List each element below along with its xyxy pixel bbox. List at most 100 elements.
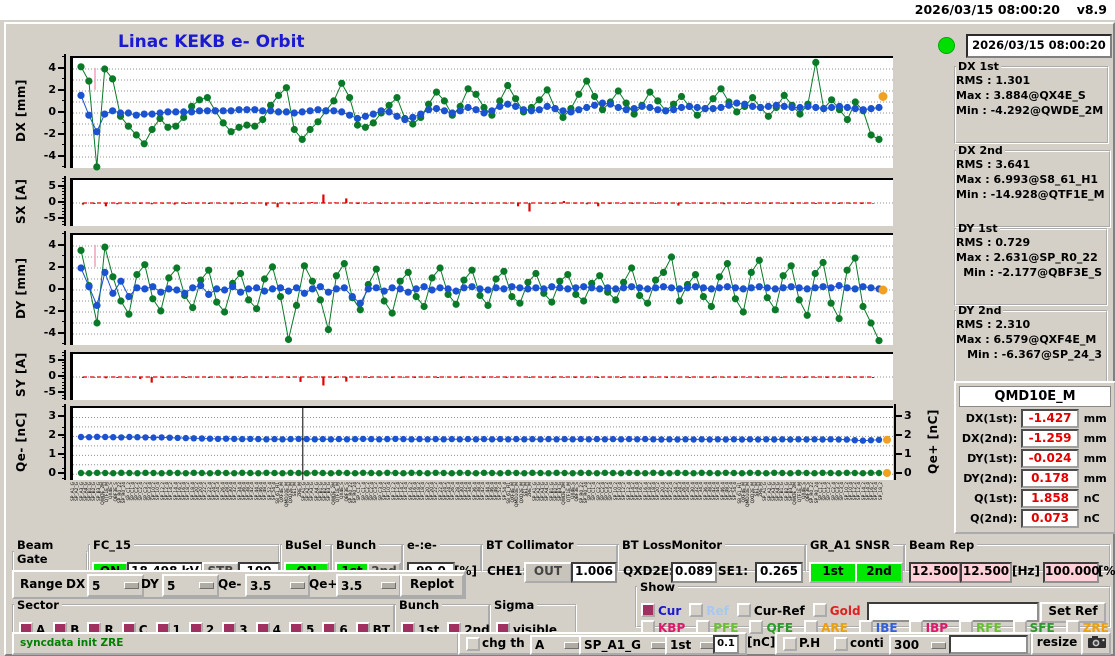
range-dx-select[interactable]: 5 [87,574,144,597]
checkbox-icon[interactable] [812,603,827,617]
y-axis-label-dy: DY [mm] [14,257,28,319]
cursor-readout-row: DY(2nd): 0.178 mm [959,469,1111,488]
busel-legend: BuSel [285,538,322,552]
camera-icon [1087,636,1106,648]
checkbox-label: QFE [766,621,794,635]
busel-group: BuSel ON [280,538,332,583]
gr-a1-snsr-1st-button[interactable]: 1st [809,562,857,583]
y-tick-mark [58,358,65,361]
stat-group-dy-1st: DY 1st RMS : 0.729 Max : 2.631@SP_R0_22 Min… [954,222,1108,306]
chg-th-label: chg th [482,636,525,650]
y-tick-dy: 2 [48,260,56,273]
checkbox-label: 4 [272,623,281,637]
conti-select[interactable]: 300 [889,635,951,655]
version-label: v8.9 [1076,2,1107,17]
y-axis-spine [64,231,66,345]
y-tick-mark [58,67,65,69]
y-tick-mark [58,434,65,437]
bt-lossmonitor-value-1[interactable]: 0.089 [671,562,717,583]
checkbox-icon[interactable] [749,620,764,634]
chg-th-checkbox[interactable] [466,637,480,651]
y-axis-spine-right [894,404,896,480]
ph-conti-bar: P.H conti 300 [775,632,1032,655]
plot-sy[interactable] [70,352,893,400]
beam-rep-pct-unit: [%] [1098,564,1115,578]
y-tick-mark [58,310,65,312]
x-tick-label: SP_18_2 [878,482,884,501]
y-tick-mark-right [895,434,902,437]
gr-a1-snsr-2nd-button[interactable]: 2nd [855,562,903,583]
replot-button[interactable]: Replot [400,574,464,597]
show-item-jbe[interactable]: JBE [858,620,898,635]
show-item-cur[interactable]: Cur [641,603,681,618]
range-qem-label: Qe- [218,577,242,591]
y-tick-sx: 0 [48,195,56,208]
checkbox-label: 1 [172,623,181,637]
y-tick-mark [58,375,65,377]
y-tick-right-qe: 0 [904,466,912,480]
cursor-row-value: -1.427 [1021,409,1079,428]
threshold-unit: [nC] [747,635,776,649]
plot-sx[interactable] [70,178,893,226]
checkbox-label: ARE [821,621,848,635]
ph-checkbox[interactable] [783,637,797,651]
free-text-field[interactable] [949,635,1028,654]
checkbox-label: 5 [305,623,315,637]
x-axis-tick-labels: SP_A1_G SP_A2_G SP_A3_G SP_A4_G SP_B1_G SP_B2… [70,482,890,530]
bt-collimator-state-button[interactable]: OUT [524,562,572,583]
range-label: Range [20,577,63,591]
show-item-kbp[interactable]: KBP [641,620,685,635]
checkbox-label: Cur [658,604,682,618]
cursor-readout-row: DY(1st): -0.024 mm [959,449,1111,468]
show-item-gold[interactable]: Gold [812,603,861,618]
y-tick-mark [58,244,65,246]
show-item-qfe[interactable]: QFE [749,620,793,635]
checkbox-icon[interactable] [641,603,655,617]
threshold-field[interactable]: 0.1 [713,635,739,654]
resize-button[interactable]: resize [1031,632,1083,655]
checkbox-icon[interactable] [736,603,751,617]
checkbox-label: JBE [875,621,898,635]
show-item-pfe[interactable]: PFE [696,620,738,635]
y-tick-dy: 4 [48,238,56,251]
cursor-readout-row: Q(2nd): 0.073 nC [959,509,1111,528]
checkbox-label: R [104,623,114,637]
show-item-zre[interactable]: ZRE [1065,620,1109,635]
range-qe-minus-select[interactable]: 3.5 [245,574,310,597]
checkbox-label: 6 [339,623,348,637]
checkbox-label: Ref [706,604,729,618]
cursor-readout-panel: QMD10E_M DX(1st): -1.427 mm DX(2nd): -1.259 m… [954,381,1115,534]
plot-dx[interactable] [70,56,893,171]
chevron-down-icon [931,641,946,649]
chevron-down-icon [564,641,579,649]
main-window: Linac KEKB e- Orbit DX [mm] 4 2 0 -2 -4 SX [A]… [4,22,1115,656]
y-axis-spine [64,350,66,400]
camera-button[interactable] [1081,632,1111,655]
stat-min: Min : -6.367@SP_24_3 [967,348,1102,361]
range-qem-value: 3.5 [250,578,272,593]
beam-rep-value-3[interactable]: 100.000 [1043,562,1100,583]
show-item-cur-ref[interactable]: Cur-Ref [736,603,805,618]
checkbox-icon[interactable] [689,603,704,617]
chg-th-value: A [535,638,545,652]
plot-dy[interactable] [70,233,893,345]
bpm-select[interactable]: SP_A1_G [579,635,671,655]
checkbox-label: SFE [1029,621,1055,635]
bunch-select[interactable]: 1st [665,635,720,655]
cursor-row-unit: mm [1083,432,1107,445]
range-dy-select[interactable]: 5 [162,574,219,597]
show-item-jbp[interactable]: JBP [908,620,948,635]
bt-collimator-value[interactable]: 1.006 [571,562,617,583]
show-item-ref[interactable]: Ref [689,603,729,618]
range-dx-label: DX [66,577,86,591]
y-tick-mark [58,332,65,334]
reference-field[interactable] [867,602,1039,622]
conti-label: conti [850,636,884,650]
chg-th-select[interactable]: A [530,635,584,655]
conti-checkbox[interactable] [834,637,848,651]
cursor-readout-row: DX(2nd): -1.259 mm [959,429,1111,448]
show-item-sfe[interactable]: SFE [1012,620,1055,635]
range-qe-plus-select[interactable]: 3.5 [336,574,401,597]
plot-qe[interactable] [70,406,893,480]
y-tick-dx: 4 [48,61,56,74]
